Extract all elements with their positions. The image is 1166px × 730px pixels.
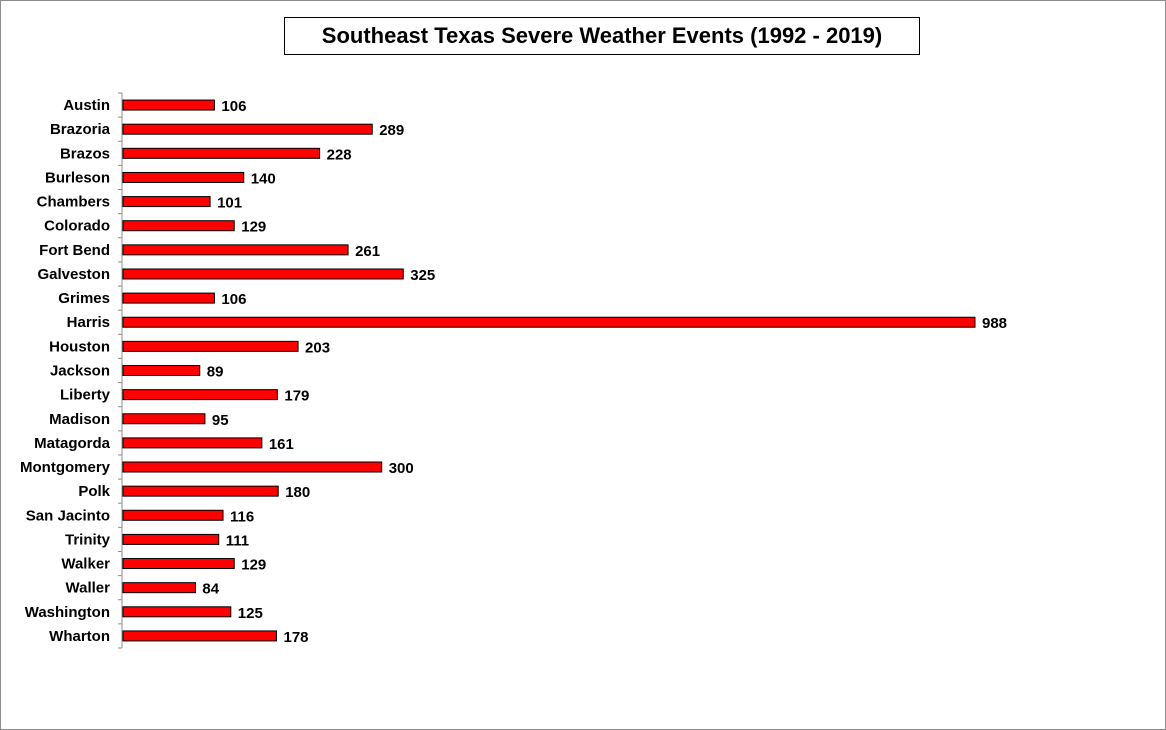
bar: [122, 630, 277, 642]
bar: [122, 316, 976, 328]
category-label: Wharton: [49, 628, 110, 645]
data-label: 101: [217, 195, 242, 212]
data-label: 300: [389, 460, 414, 477]
category-label: Grimes: [58, 290, 110, 307]
category-label: Brazoria: [50, 121, 111, 138]
bar: [122, 292, 215, 304]
data-label: 261: [355, 243, 380, 260]
category-label: Matagorda: [34, 435, 111, 452]
category-label: Liberty: [60, 387, 111, 404]
bar: [122, 413, 206, 425]
data-label: 89: [207, 363, 224, 380]
data-label: 129: [241, 557, 266, 574]
bar: [122, 171, 245, 183]
data-label: 289: [379, 122, 404, 139]
bar: [122, 389, 278, 401]
bar: [122, 558, 235, 570]
data-label: 125: [238, 605, 263, 622]
bar: [122, 606, 232, 618]
category-label: Houston: [49, 338, 110, 355]
category-label: Galveston: [37, 266, 110, 283]
data-label: 129: [241, 219, 266, 236]
bar: [122, 437, 263, 449]
data-label: 180: [285, 484, 310, 501]
bar: [122, 123, 373, 135]
chart-title: Southeast Texas Severe Weather Events (1…: [284, 17, 920, 55]
bar: [122, 533, 220, 545]
bar: [122, 582, 196, 594]
bar: [122, 461, 383, 473]
bar: [122, 196, 211, 208]
category-label: Montgomery: [20, 459, 111, 476]
category-label: Austin: [63, 97, 110, 114]
bar: [122, 244, 349, 256]
bar: [122, 268, 404, 280]
data-label: 325: [410, 267, 435, 284]
data-label: 228: [327, 146, 352, 163]
bar: [122, 485, 279, 497]
data-label: 84: [202, 581, 219, 598]
data-label: 111: [226, 532, 249, 549]
bar: [122, 509, 224, 521]
bar: [122, 99, 215, 111]
category-label: Brazos: [60, 145, 110, 162]
bar: [122, 220, 235, 232]
category-label: Jackson: [50, 362, 110, 379]
category-label: Chambers: [37, 194, 110, 211]
data-label: 178: [283, 629, 308, 646]
data-label: 203: [305, 339, 330, 356]
bar: [122, 364, 201, 376]
category-label: Washington: [25, 604, 110, 621]
data-label: 140: [251, 170, 276, 187]
data-label: 116: [230, 508, 254, 525]
data-label: 988: [982, 315, 1007, 332]
category-label: Burleson: [45, 169, 110, 186]
category-label: Colorado: [44, 218, 110, 235]
category-label: San Jacinto: [26, 507, 110, 524]
data-label: 95: [212, 412, 229, 429]
bar: [122, 147, 321, 159]
data-label: 161: [269, 436, 294, 453]
bar: [122, 340, 299, 352]
category-label: Polk: [78, 483, 110, 500]
category-label: Waller: [66, 580, 111, 597]
category-label: Trinity: [65, 531, 111, 548]
data-label: 106: [221, 98, 246, 115]
category-label: Harris: [67, 314, 110, 331]
data-label: 106: [221, 291, 246, 308]
category-label: Walker: [61, 556, 110, 573]
category-label: Fort Bend: [39, 242, 110, 259]
data-label: 179: [284, 388, 309, 405]
category-label: Madison: [49, 411, 110, 428]
